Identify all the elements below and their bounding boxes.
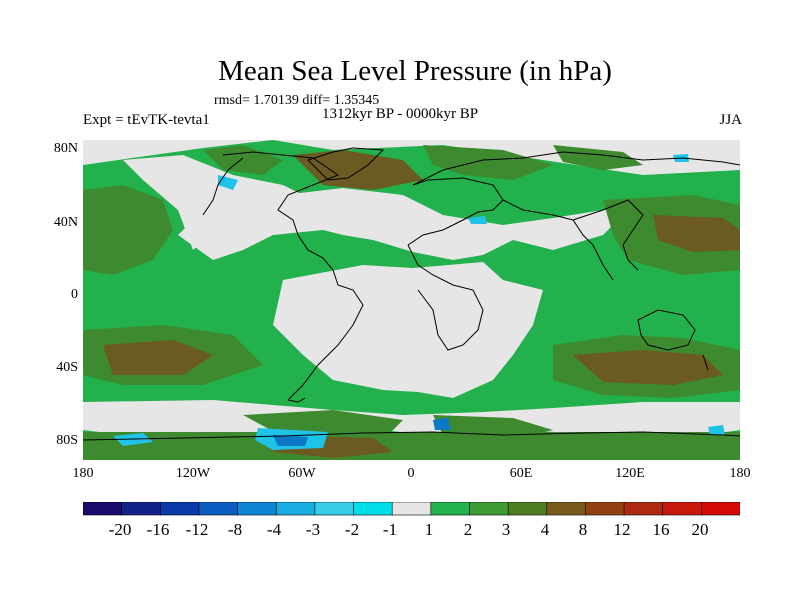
colorbar-swatch [469, 502, 509, 516]
lon-tick-label: 180 [72, 466, 94, 481]
lat-tick-label: 40S [56, 360, 78, 375]
lon-tick-label: 60E [509, 466, 533, 481]
lon-tick-label: 120W [175, 466, 211, 481]
lon-tick-label: 0 [407, 466, 415, 481]
coastlines [83, 147, 740, 441]
lon-tick-label: 60W [288, 466, 316, 481]
colorbar-swatch [198, 502, 239, 516]
pressure-map [83, 140, 740, 460]
colorbar-label: 2 [463, 520, 473, 539]
colorbar-swatch [546, 502, 587, 516]
colorbar-label: -3 [305, 520, 321, 539]
colorbar-swatch [237, 502, 278, 516]
colorbar-swatch [83, 502, 123, 516]
colorbar-label: 12 [613, 520, 631, 539]
chart-title: Mean Sea Level Pressure (in hPa) [218, 55, 612, 87]
stats-label: rmsd= 1.70139 diff= 1.35345 [214, 93, 380, 108]
colorbar-label: 20 [691, 520, 709, 539]
colorbar-swatch [159, 502, 200, 516]
colorbar-label: 3 [501, 520, 511, 539]
colorbar-label: -4 [266, 520, 282, 539]
colorbar-label: 16 [652, 520, 670, 539]
colorbar-label: 1 [424, 520, 434, 539]
colorbar-swatch [585, 502, 625, 516]
experiment-label: Expt = tEvTK-tevta1 [83, 112, 210, 128]
colorbar-label: -20 [108, 520, 132, 539]
colorbar-label: -16 [146, 520, 170, 539]
colorbar-swatch [121, 502, 162, 516]
colorbar-swatch [701, 502, 740, 516]
colorbar-swatch [430, 502, 471, 516]
colorbar-swatch [314, 502, 355, 516]
lat-tick-label: 80N [53, 141, 78, 156]
colorbar-label: -8 [227, 520, 243, 539]
colorbar-swatch [353, 502, 393, 516]
lat-tick-label: 80S [56, 433, 78, 448]
colorbar-label: 4 [540, 520, 550, 539]
colorbar-label: 8 [578, 520, 588, 539]
period-label: 1312kyr BP - 0000kyr BP [322, 106, 479, 122]
colorbar-label: -12 [185, 520, 209, 539]
colorbar-label: -2 [344, 520, 360, 539]
colorbar-swatch [275, 502, 316, 516]
season-label: JJA [719, 112, 742, 128]
lon-tick-label: 120E [615, 466, 645, 481]
lat-tick-label: 40N [53, 215, 78, 230]
colorbar-swatch [507, 502, 548, 516]
colorbar [83, 502, 740, 516]
colorbar-swatch [391, 502, 432, 516]
map-fill [83, 140, 740, 460]
colorbar-swatch [623, 502, 664, 516]
lon-tick-label: 180 [729, 466, 751, 481]
colorbar-swatch [662, 502, 703, 516]
colorbar-label: -1 [382, 520, 398, 539]
lat-tick-label: 0 [71, 287, 78, 302]
